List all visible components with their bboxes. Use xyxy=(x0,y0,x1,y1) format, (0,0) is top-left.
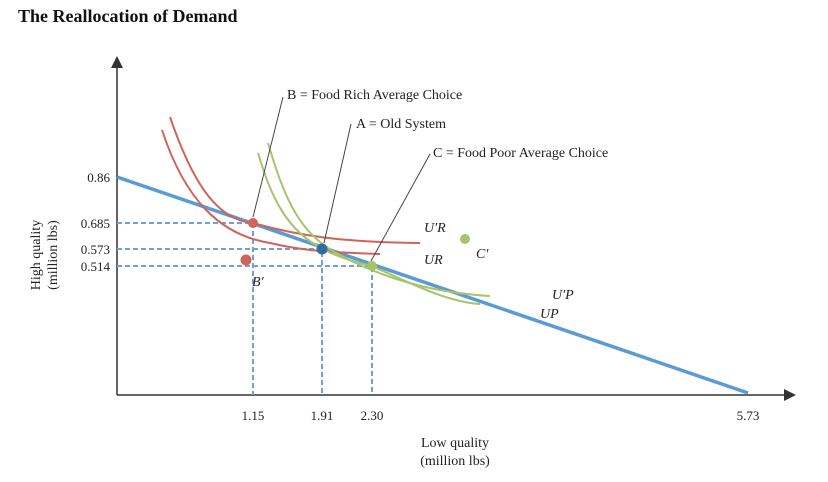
annotation-B: B = Food Rich Average Choice xyxy=(287,88,462,103)
x-axis-label-units: (million lbs) xyxy=(420,454,490,469)
pointer-B xyxy=(252,96,284,218)
y-tick: 0.514 xyxy=(81,259,111,274)
x-tick: 2.30 xyxy=(361,408,384,423)
label-UP: UP xyxy=(540,307,559,322)
point-C xyxy=(367,261,377,271)
point-B xyxy=(248,218,258,228)
y-axis-label-units: (million lbs) xyxy=(46,220,61,290)
pointer-A xyxy=(323,123,352,244)
curve-UP-prime xyxy=(267,142,491,297)
label-UP-prime: U′P xyxy=(552,288,574,303)
label-UR-prime: U′R xyxy=(424,221,446,236)
label-B-prime: B′ xyxy=(252,275,265,290)
curve-UP xyxy=(257,152,481,305)
y-axis-label: High quality xyxy=(29,220,44,290)
pointer-C xyxy=(370,153,431,262)
budget-line xyxy=(116,175,749,395)
label-UR: UR xyxy=(424,253,443,268)
x-tick: 1.91 xyxy=(311,408,334,423)
curve-UR-prime xyxy=(169,116,421,244)
x-axis-label: Low quality xyxy=(421,436,489,451)
point-B-prime xyxy=(240,254,252,266)
guide-A xyxy=(117,248,323,395)
x-tick: 1.15 xyxy=(242,408,265,423)
label-C-prime: C′ xyxy=(476,247,489,262)
point-A xyxy=(316,243,328,255)
guide-C xyxy=(117,265,373,395)
annotation-C: C = Food Poor Average Choice xyxy=(433,146,608,161)
y-tick: 0.685 xyxy=(81,216,110,231)
y-tick: 0.86 xyxy=(87,170,110,185)
chart-title: The Reallocation of Demand xyxy=(18,6,238,26)
point-C-prime xyxy=(460,234,470,244)
annotation-A: A = Old System xyxy=(356,117,446,132)
x-tick: 5.73 xyxy=(737,408,760,423)
y-tick: 0.573 xyxy=(81,242,110,257)
